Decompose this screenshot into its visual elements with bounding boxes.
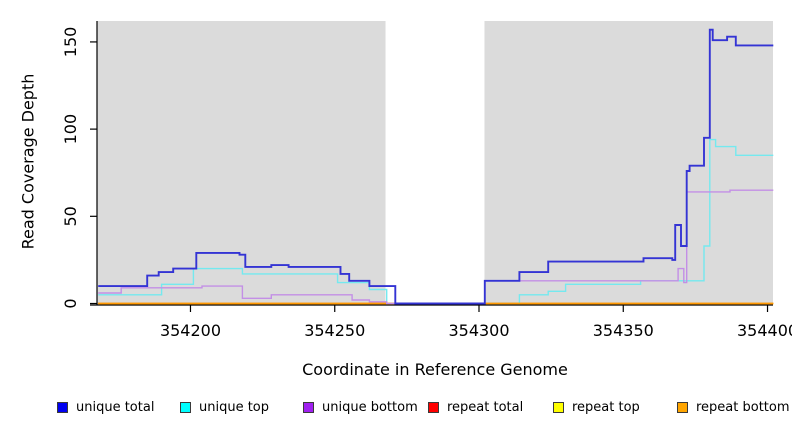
legend-item-repeat-bottom: repeat bottom [677, 398, 790, 416]
legend-label: repeat bottom [696, 399, 790, 415]
x-axis-title: Coordinate in Reference Genome [302, 360, 568, 379]
plot-background-region-0 [97, 21, 386, 305]
legend: unique total unique top unique bottom repea… [0, 398, 792, 420]
legend-color-swatch-icon [303, 401, 314, 413]
legend-label: unique bottom [322, 399, 418, 415]
legend-label: repeat total [447, 399, 524, 415]
legend-label: unique total [76, 399, 155, 415]
legend-color-swatch-icon [180, 401, 191, 413]
x-tick-label: 354300 [448, 321, 509, 340]
series-path-unique-total [98, 28, 774, 305]
x-tick-label: 354250 [304, 321, 365, 340]
y-tick-label: 0 [61, 298, 80, 308]
y-tick-label: 150 [61, 27, 80, 58]
x-tick-label: 354200 [160, 321, 221, 340]
legend-item-repeat-top: repeat top [553, 398, 640, 416]
y-tick-label: 50 [61, 206, 80, 226]
y-tick-label: 100 [61, 114, 80, 145]
legend-item-unique-bottom: unique bottom [303, 398, 418, 416]
plot-background-region-1 [484, 21, 773, 305]
x-tick-label: 354350 [593, 321, 654, 340]
legend-color-swatch-icon [57, 401, 68, 413]
y-axis-title: Read Coverage Depth [18, 73, 38, 250]
plot-canvas: 354200 354250 354300 354350 354400 0 50 100 150 [61, 21, 792, 340]
x-tick-label: 354400 [737, 321, 792, 340]
legend-item-unique-total: unique total [57, 398, 154, 416]
series-path-unique-top [98, 138, 774, 305]
legend-item-unique-top: unique top [180, 398, 269, 416]
legend-color-swatch-icon [677, 401, 688, 413]
legend-label: repeat top [572, 399, 640, 415]
legend-item-repeat-total: repeat total [428, 398, 523, 416]
legend-color-swatch-icon [553, 401, 564, 413]
legend-label: unique top [199, 399, 270, 415]
legend-color-swatch-icon [428, 401, 439, 413]
